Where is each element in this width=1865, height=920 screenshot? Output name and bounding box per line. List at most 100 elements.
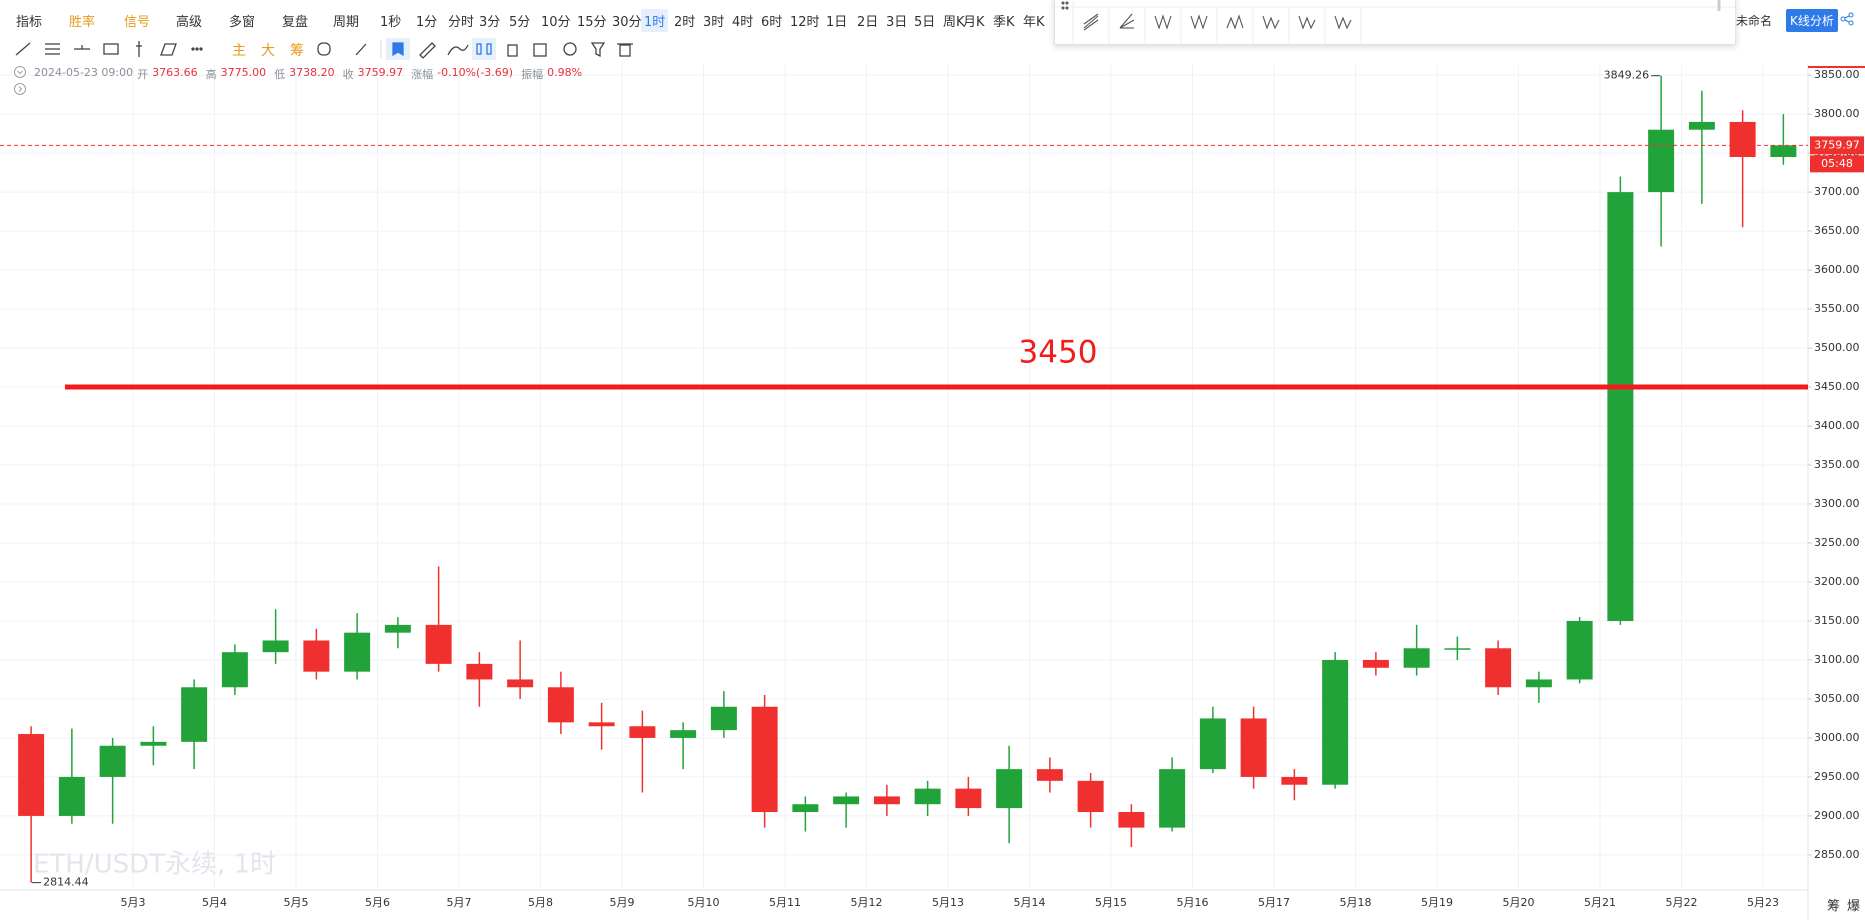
toolbar-item[interactable]: 胜率 xyxy=(69,15,96,30)
info-label: 收 xyxy=(342,68,354,81)
candle-body xyxy=(303,640,330,672)
y-tick-label: 3500.00 xyxy=(1814,341,1860,354)
period-button[interactable]: 周K xyxy=(943,15,965,30)
candle-body xyxy=(344,632,371,672)
last-price-label: 3759.97 xyxy=(1814,138,1860,151)
period-button[interactable]: 12时 xyxy=(790,15,820,30)
last-price-box xyxy=(1810,136,1864,155)
candle-body xyxy=(1403,648,1430,668)
period-button[interactable]: 30分 xyxy=(612,15,642,30)
candle-body xyxy=(1729,121,1756,158)
candle-body xyxy=(262,640,289,653)
info-toggles[interactable] xyxy=(13,66,27,96)
x-tick-label: 5月15 xyxy=(1095,896,1127,909)
period-button[interactable]: 5日 xyxy=(914,15,936,30)
x-tick-label: 5月11 xyxy=(769,896,801,909)
x-tick-label: 5月17 xyxy=(1258,896,1290,909)
period-button[interactable]: 10分 xyxy=(541,15,571,30)
y-tick-label: 3100.00 xyxy=(1814,653,1860,666)
candle-body xyxy=(221,652,248,688)
y-tick-label: 3400.00 xyxy=(1814,419,1860,432)
y-tick-label: 3450.00 xyxy=(1814,380,1860,393)
candle-body xyxy=(99,745,126,777)
analysis-button[interactable]: K线分析 xyxy=(1786,9,1838,32)
period-button[interactable]: 1日 xyxy=(826,15,848,30)
x-tick-label: 5月8 xyxy=(528,896,553,909)
low-label: 2814.44 xyxy=(43,876,89,889)
share-icon[interactable] xyxy=(1840,12,1854,26)
y-tick-label: 2850.00 xyxy=(1814,848,1860,861)
candle-body xyxy=(792,804,819,813)
candle-body xyxy=(1199,718,1226,770)
period-button[interactable]: 季K xyxy=(993,15,1015,30)
period-button[interactable]: 15分 xyxy=(577,15,607,30)
toolbar-item[interactable]: 指标 xyxy=(16,15,43,30)
period-button[interactable]: 2日 xyxy=(857,15,879,30)
x-tick-label: 5月7 xyxy=(447,896,472,909)
info-value: -0.10%(-3.69) xyxy=(437,66,514,79)
y-tick-label: 3300.00 xyxy=(1814,497,1860,510)
period-button[interactable]: 分时 xyxy=(448,15,475,30)
period-button[interactable]: 月K xyxy=(963,15,985,30)
indicator-button[interactable]: 大 xyxy=(261,43,275,59)
footer-button[interactable]: 爆 xyxy=(1847,899,1861,914)
y-tick-label: 3200.00 xyxy=(1814,575,1860,588)
candle-body xyxy=(710,706,737,731)
candle-body xyxy=(547,687,574,723)
x-tick-label: 5月20 xyxy=(1503,896,1535,909)
period-button[interactable]: 4时 xyxy=(732,15,754,30)
x-tick-label: 5月19 xyxy=(1421,896,1453,909)
candle-body xyxy=(1036,769,1063,781)
drawing-toolbar: 主大筹 xyxy=(0,36,1865,62)
toolbar-item[interactable]: 高级 xyxy=(176,15,203,30)
period-button[interactable]: 5分 xyxy=(509,15,531,30)
period-button[interactable]: 3分 xyxy=(479,15,501,30)
high-label: 3849.26 xyxy=(1604,69,1650,82)
y-tick-label: 3600.00 xyxy=(1814,263,1860,276)
candle-body xyxy=(914,788,941,805)
y-tick-label: 2950.00 xyxy=(1814,770,1860,783)
info-value: 3738.20 xyxy=(289,66,335,79)
y-tick-label: 3000.00 xyxy=(1814,731,1860,744)
toolbar-item[interactable]: 周期 xyxy=(333,15,360,30)
y-tick-label: 3050.00 xyxy=(1814,692,1860,705)
toolbar-item[interactable]: 复盘 xyxy=(282,15,309,30)
period-button[interactable]: 1分 xyxy=(416,15,438,30)
info-label: 低 xyxy=(274,68,286,81)
candle-body xyxy=(58,776,85,816)
x-tick-label: 5月23 xyxy=(1747,896,1779,909)
plot-area xyxy=(0,65,1808,890)
toolbar-item[interactable]: 多窗 xyxy=(229,15,256,30)
candle-body xyxy=(140,741,167,746)
period-button[interactable]: 年K xyxy=(1023,15,1045,30)
countdown-label: 05:48 xyxy=(1821,157,1853,170)
x-tick-label: 5月9 xyxy=(610,896,635,909)
layout-name[interactable]: 未命名 xyxy=(1736,14,1773,28)
period-button[interactable]: 3时 xyxy=(703,15,725,30)
candle-body xyxy=(1077,780,1104,813)
period-button[interactable]: 1秒 xyxy=(380,15,402,30)
candle-body xyxy=(1648,129,1675,193)
y-tick-label: 3550.00 xyxy=(1814,302,1860,315)
candle-body xyxy=(466,663,493,680)
candle-body xyxy=(1485,648,1512,688)
indicator-button[interactable]: 主 xyxy=(232,43,246,59)
info-time: 2024-05-23 09:00 xyxy=(34,66,134,79)
toolbar-item[interactable]: 信号 xyxy=(124,15,151,30)
candle-body xyxy=(507,679,534,688)
candle-body xyxy=(670,730,697,738)
footer-button[interactable]: 筹 xyxy=(1827,899,1841,914)
period-button[interactable]: 1时 xyxy=(641,9,669,32)
x-tick-label: 5月18 xyxy=(1340,896,1372,909)
period-button[interactable]: 3日 xyxy=(886,15,908,30)
indicator-button[interactable]: 筹 xyxy=(290,43,304,59)
y-tick-label: 3700.00 xyxy=(1814,185,1860,198)
candle-body xyxy=(1118,812,1145,828)
countdown-box xyxy=(1810,155,1864,173)
info-label: 涨幅 xyxy=(411,68,434,81)
period-button[interactable]: 6时 xyxy=(761,15,783,30)
tool-icons xyxy=(15,38,633,60)
period-button[interactable]: 2时 xyxy=(674,15,696,30)
x-tick-label: 5月13 xyxy=(932,896,964,909)
